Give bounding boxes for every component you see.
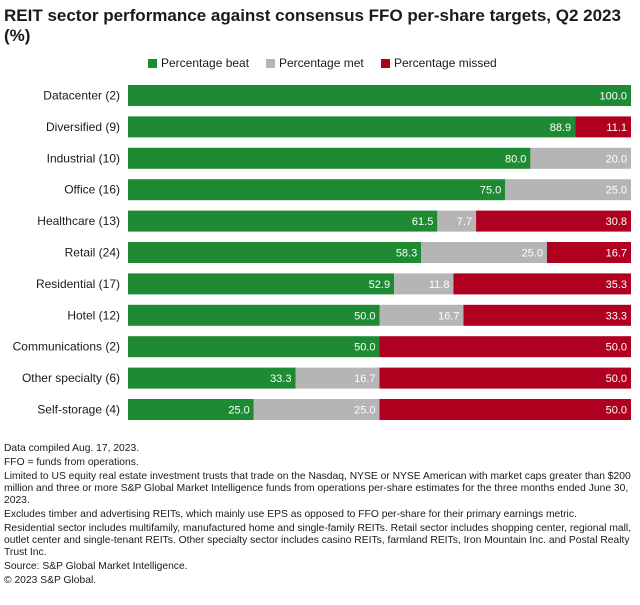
bar-healthcare-missed — [476, 210, 631, 232]
legend: Percentage beat Percentage met Percentag… — [0, 56, 640, 72]
category-label-other-specialty: Other specialty (6) — [22, 371, 120, 385]
bar-residential-beat — [128, 273, 395, 295]
data-label-office-beat: 75.0 — [480, 185, 501, 197]
data-label-other-specialty-missed: 50.0 — [606, 373, 627, 385]
bar-other-specialty-missed — [379, 367, 631, 389]
bar-self-storage-beat — [128, 399, 254, 420]
category-label-healthcare: Healthcare (13) — [37, 214, 120, 228]
data-label-residential-beat: 52.9 — [369, 279, 390, 291]
bar-self-storage-met — [253, 399, 380, 420]
data-label-residential-met: 11.8 — [429, 279, 450, 291]
bar-office-beat — [128, 179, 506, 201]
data-label-communications-missed: 50.0 — [606, 342, 627, 354]
category-label-self-storage: Self-storage (4) — [37, 403, 120, 417]
bar-datacenter-beat — [128, 85, 631, 106]
bar-residential-met — [394, 273, 454, 295]
note-data-compiled: Data compiled Aug. 17, 2023. — [4, 443, 140, 454]
category-label-industrial: Industrial (10) — [47, 151, 120, 165]
legend-label-missed: Percentage missed — [394, 56, 497, 70]
category-label-hotel: Hotel (12) — [67, 308, 120, 322]
data-label-retail-missed: 16.7 — [606, 248, 627, 260]
legend-swatch-beat — [148, 58, 157, 68]
legend-item-missed: Percentage missed — [381, 56, 497, 70]
data-label-retail-beat: 58.3 — [396, 248, 417, 260]
data-label-healthcare-beat: 61.5 — [412, 216, 433, 228]
legend-item-met: Percentage met — [266, 56, 364, 70]
bar-other-specialty-beat — [128, 367, 296, 389]
note-source: Source: S&P Global Market Intelligence. — [4, 560, 188, 572]
stacked-bar-chart: Datacenter (2) 100.0 Diversified (9) 88.9 11… — [13, 85, 631, 420]
legend-item-beat: Percentage beat — [148, 56, 249, 70]
data-label-other-specialty-beat: 33.3 — [270, 373, 291, 385]
data-label-healthcare-met: 7.7 — [457, 216, 472, 228]
note-sector-definitions: Residential sector includes multifamily,… — [4, 522, 632, 558]
bar-communications-beat — [128, 336, 380, 358]
note-ffo-definition: FFO = funds from operations. — [4, 456, 139, 468]
legend-label-met: Percentage met — [279, 56, 364, 70]
bar-industrial-beat — [128, 147, 531, 169]
bar-other-specialty-met — [295, 367, 380, 389]
data-label-diversified-missed: 11.1 — [606, 122, 627, 134]
data-label-hotel-beat: 50.0 — [354, 310, 375, 322]
bar-communications-missed — [379, 336, 631, 358]
data-label-industrial-met: 20.0 — [606, 153, 627, 165]
data-label-diversified-beat: 88.9 — [550, 122, 571, 134]
bar-healthcare-met — [437, 210, 477, 232]
category-label-diversified: Diversified (9) — [46, 120, 120, 134]
footnotes: Data compiled Aug. 17, 2023. FFO = funds… — [4, 443, 636, 588]
bar-industrial-met — [530, 147, 631, 169]
legend-swatch-met — [266, 58, 275, 68]
bar-retail-missed — [546, 242, 631, 263]
bar-diversified-missed — [575, 116, 631, 138]
data-label-industrial-beat: 80.0 — [505, 153, 526, 165]
bar-residential-missed — [453, 273, 631, 295]
bar-hotel-met — [379, 304, 464, 326]
bar-hotel-beat — [128, 304, 380, 326]
note-exclusions: Excludes timber and advertising REITs, w… — [4, 508, 577, 520]
data-label-residential-missed: 35.3 — [606, 279, 627, 291]
data-label-other-specialty-met: 16.7 — [354, 373, 375, 385]
bar-hotel-missed — [463, 304, 631, 326]
bar-retail-beat — [128, 242, 422, 263]
data-label-self-storage-missed: 50.0 — [606, 405, 627, 417]
bar-self-storage-missed — [379, 399, 631, 420]
data-label-office-met: 25.0 — [606, 185, 627, 197]
data-label-communications-beat: 50.0 — [354, 342, 375, 354]
legend-swatch-missed — [381, 58, 390, 68]
bar-healthcare-beat — [128, 210, 438, 232]
category-label-retail: Retail (24) — [65, 246, 120, 260]
data-label-hotel-met: 16.7 — [438, 310, 459, 322]
data-label-datacenter-beat: 100.0 — [599, 91, 627, 103]
legend-label-beat: Percentage beat — [161, 56, 250, 70]
category-label-communications: Communications (2) — [13, 340, 120, 354]
category-label-residential: Residential (17) — [36, 277, 120, 291]
category-label-datacenter: Datacenter (2) — [43, 89, 120, 103]
note-scope: Limited to US equity real estate investm… — [4, 470, 631, 506]
data-label-healthcare-missed: 30.8 — [606, 216, 627, 228]
data-label-self-storage-met: 25.0 — [354, 405, 375, 417]
chart-title: REIT sector performance against consensu… — [4, 6, 621, 45]
bar-office-met — [505, 179, 631, 201]
note-copyright: © 2023 S&P Global. — [4, 574, 97, 586]
bar-retail-met — [421, 242, 547, 263]
data-label-retail-met: 25.0 — [522, 248, 543, 260]
bar-diversified-beat — [128, 116, 576, 138]
category-label-office: Office (16) — [64, 183, 120, 197]
data-label-self-storage-beat: 25.0 — [228, 405, 249, 417]
data-label-hotel-missed: 33.3 — [606, 310, 627, 322]
